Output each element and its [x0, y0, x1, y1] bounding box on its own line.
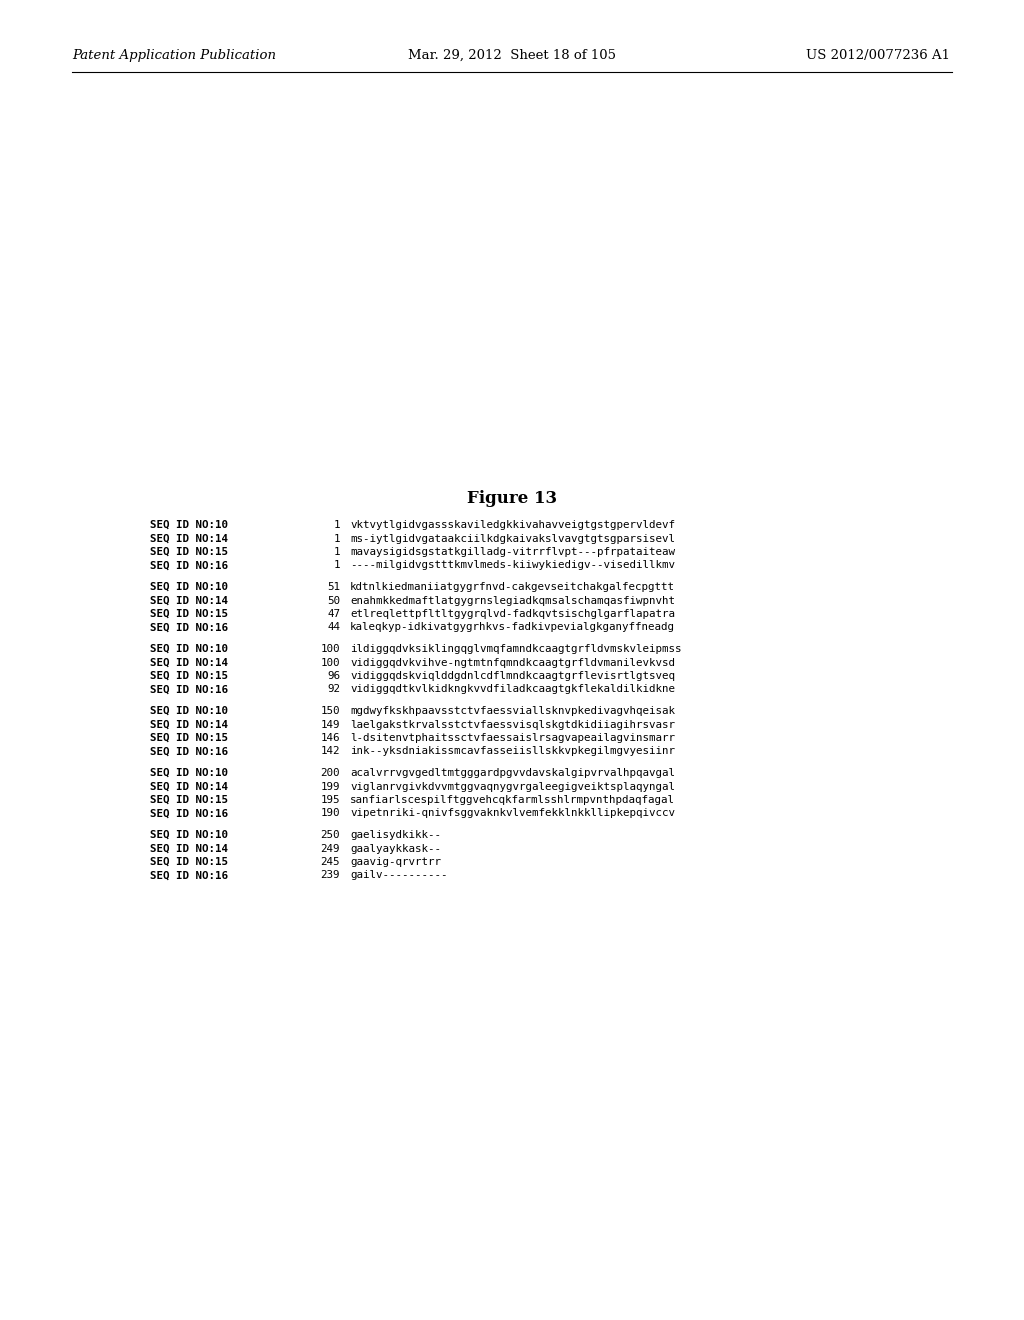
- Text: 1: 1: [334, 546, 340, 557]
- Text: 100: 100: [321, 657, 340, 668]
- Text: SEQ ID NO:14: SEQ ID NO:14: [150, 595, 228, 606]
- Text: SEQ ID NO:16: SEQ ID NO:16: [150, 561, 228, 570]
- Text: SEQ ID NO:10: SEQ ID NO:10: [150, 830, 228, 840]
- Text: SEQ ID NO:16: SEQ ID NO:16: [150, 623, 228, 632]
- Text: 195: 195: [321, 795, 340, 805]
- Text: 92: 92: [327, 685, 340, 694]
- Text: 250: 250: [321, 830, 340, 840]
- Text: 50: 50: [327, 595, 340, 606]
- Text: 1: 1: [334, 520, 340, 531]
- Text: SEQ ID NO:16: SEQ ID NO:16: [150, 870, 228, 880]
- Text: viglanrvgivkdvvmtggvaqnygvrgaleegigveiktsplaqyngal: viglanrvgivkdvvmtggvaqnygvrgaleegigveikt…: [350, 781, 675, 792]
- Text: gailv----------: gailv----------: [350, 870, 447, 880]
- Text: SEQ ID NO:10: SEQ ID NO:10: [150, 582, 228, 591]
- Text: 239: 239: [321, 870, 340, 880]
- Text: SEQ ID NO:14: SEQ ID NO:14: [150, 533, 228, 544]
- Text: SEQ ID NO:15: SEQ ID NO:15: [150, 795, 228, 805]
- Text: SEQ ID NO:10: SEQ ID NO:10: [150, 520, 228, 531]
- Text: gaalyaykkask--: gaalyaykkask--: [350, 843, 441, 854]
- Text: 142: 142: [321, 747, 340, 756]
- Text: vidiggqdtkvlkidkngkvvdfiladkcaagtgkflekaldilkidkne: vidiggqdtkvlkidkngkvvdfiladkcaagtgkfleka…: [350, 685, 675, 694]
- Text: 149: 149: [321, 719, 340, 730]
- Text: SEQ ID NO:10: SEQ ID NO:10: [150, 706, 228, 715]
- Text: SEQ ID NO:16: SEQ ID NO:16: [150, 685, 228, 694]
- Text: SEQ ID NO:15: SEQ ID NO:15: [150, 671, 228, 681]
- Text: 47: 47: [327, 609, 340, 619]
- Text: ildiggqdvksiklingqglvmqfamndkcaagtgrfldvmskvleipmss: ildiggqdvksiklingqglvmqfamndkcaagtgrfldv…: [350, 644, 682, 653]
- Text: SEQ ID NO:14: SEQ ID NO:14: [150, 781, 228, 792]
- Text: 199: 199: [321, 781, 340, 792]
- Text: kaleqkyp-idkivatgygrhkvs-fadkivpevialgkganyffneadg: kaleqkyp-idkivatgygrhkvs-fadkivpevialgkg…: [350, 623, 675, 632]
- Text: l-dsitenvtphaitssctvfaessaislrsagvapeailagvinsmarr: l-dsitenvtphaitssctvfaessaislrsagvapeail…: [350, 733, 675, 743]
- Text: SEQ ID NO:14: SEQ ID NO:14: [150, 719, 228, 730]
- Text: vidiggqdvkvihve-ngtmtnfqmndkcaagtgrfldvmanilevkvsd: vidiggqdvkvihve-ngtmtnfqmndkcaagtgrfldvm…: [350, 657, 675, 668]
- Text: enahmkkedmaftlatgygrnslegiadkqmsalschamqasfiwpnvht: enahmkkedmaftlatgygrnslegiadkqmsalschamq…: [350, 595, 675, 606]
- Text: kdtnlkiedmaniiatgygrfnvd-cakgevseitchakgalfecpgttt: kdtnlkiedmaniiatgygrfnvd-cakgevseitchakg…: [350, 582, 675, 591]
- Text: 249: 249: [321, 843, 340, 854]
- Text: Mar. 29, 2012  Sheet 18 of 105: Mar. 29, 2012 Sheet 18 of 105: [408, 49, 616, 62]
- Text: vktvytlgidvgassskaviledgkkivahavveigtgstgpervldevf: vktvytlgidvgassskaviledgkkivahavveigtgst…: [350, 520, 675, 531]
- Text: acalvrrvgvgedltmtgggardpgvvdavskalgipvrvalhpqavgal: acalvrrvgvgedltmtgggardpgvvdavskalgipvrv…: [350, 768, 675, 777]
- Text: gaelisydkikk--: gaelisydkikk--: [350, 830, 441, 840]
- Text: Patent Application Publication: Patent Application Publication: [72, 49, 276, 62]
- Text: 96: 96: [327, 671, 340, 681]
- Text: SEQ ID NO:14: SEQ ID NO:14: [150, 657, 228, 668]
- Text: ink--yksdniakissmcavfasseiisllskkvpkegilmgvyesiinr: ink--yksdniakissmcavfasseiisllskkvpkegil…: [350, 747, 675, 756]
- Text: vidiggqdskviqlddgdnlcdflmndkcaagtgrflevisrtlgtsveq: vidiggqdskviqlddgdnlcdflmndkcaagtgrflevi…: [350, 671, 675, 681]
- Text: SEQ ID NO:10: SEQ ID NO:10: [150, 768, 228, 777]
- Text: 146: 146: [321, 733, 340, 743]
- Text: SEQ ID NO:15: SEQ ID NO:15: [150, 609, 228, 619]
- Text: 1: 1: [334, 561, 340, 570]
- Text: SEQ ID NO:10: SEQ ID NO:10: [150, 644, 228, 653]
- Text: SEQ ID NO:15: SEQ ID NO:15: [150, 546, 228, 557]
- Text: mgdwyfkskhpaavsstctvfaessviallsknvpkedivagvhqeisak: mgdwyfkskhpaavsstctvfaessviallsknvpkediv…: [350, 706, 675, 715]
- Text: SEQ ID NO:14: SEQ ID NO:14: [150, 843, 228, 854]
- Text: SEQ ID NO:16: SEQ ID NO:16: [150, 747, 228, 756]
- Text: 1: 1: [334, 533, 340, 544]
- Text: 100: 100: [321, 644, 340, 653]
- Text: sanfiarlscespilftggvehcqkfarmlsshlrmpvnthpdaqfagal: sanfiarlscespilftggvehcqkfarmlsshlrmpvnt…: [350, 795, 675, 805]
- Text: Figure 13: Figure 13: [467, 490, 557, 507]
- Text: US 2012/0077236 A1: US 2012/0077236 A1: [806, 49, 950, 62]
- Text: mavaysigidsgstatkgilladg-vitrrflvpt---pfrpataiteaw: mavaysigidsgstatkgilladg-vitrrflvpt---pf…: [350, 546, 675, 557]
- Text: etlreqlettpfltltgygrqlvd-fadkqvtsischglgarflapatra: etlreqlettpfltltgygrqlvd-fadkqvtsischglg…: [350, 609, 675, 619]
- Text: ----milgidvgstttkmvlmeds-kiiwykiedigv--visedillkmv: ----milgidvgstttkmvlmeds-kiiwykiedigv--v…: [350, 561, 675, 570]
- Text: SEQ ID NO:15: SEQ ID NO:15: [150, 733, 228, 743]
- Text: 51: 51: [327, 582, 340, 591]
- Text: gaavig-qrvrtrr: gaavig-qrvrtrr: [350, 857, 441, 867]
- Text: 150: 150: [321, 706, 340, 715]
- Text: 245: 245: [321, 857, 340, 867]
- Text: vipetnriki-qnivfsggvaknkvlvemfekklnkkllipkepqivccv: vipetnriki-qnivfsggvaknkvlvemfekklnkklli…: [350, 808, 675, 818]
- Text: laelgakstkrvalsstctvfaessvisqlskgtdkidiiagihrsvasr: laelgakstkrvalsstctvfaessvisqlskgtdkidii…: [350, 719, 675, 730]
- Text: 44: 44: [327, 623, 340, 632]
- Text: 200: 200: [321, 768, 340, 777]
- Text: ms-iytlgidvgataakciilkdgkaivakslvavgtgtsgparsisevl: ms-iytlgidvgataakciilkdgkaivakslvavgtgts…: [350, 533, 675, 544]
- Text: SEQ ID NO:16: SEQ ID NO:16: [150, 808, 228, 818]
- Text: 190: 190: [321, 808, 340, 818]
- Text: SEQ ID NO:15: SEQ ID NO:15: [150, 857, 228, 867]
